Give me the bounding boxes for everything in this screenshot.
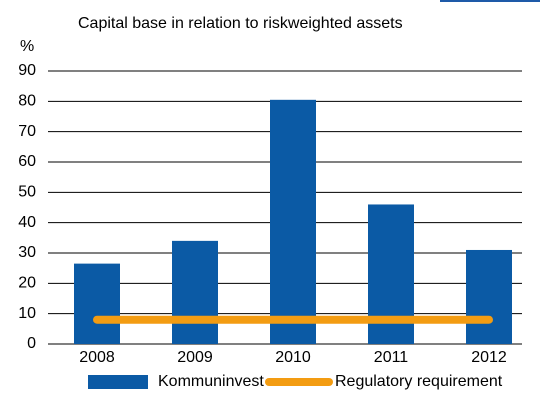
y-tick-label: 60 [18, 153, 36, 170]
y-tick-label: 40 [18, 214, 36, 231]
x-tick-label: 2011 [374, 349, 409, 366]
bar [466, 249, 512, 344]
legend-swatch [88, 375, 148, 389]
y-tick-label: 90 [18, 62, 36, 79]
y-tick-label: 80 [18, 93, 36, 110]
x-tick-label: 2012 [471, 349, 507, 366]
x-tick-label: 2008 [79, 349, 115, 366]
x-tick-label: 2009 [177, 349, 213, 366]
chart-title: Capital base in relation to riskweighted… [78, 15, 403, 32]
bar [74, 263, 120, 344]
y-tick-label: 0 [27, 335, 36, 352]
y-axis-label: % [20, 38, 34, 55]
y-tick-label: 70 [18, 123, 36, 140]
y-tick-label: 50 [18, 184, 36, 201]
header-accent [440, 0, 540, 2]
y-tick-label: 10 [18, 305, 36, 322]
y-tick-label: 20 [18, 275, 36, 292]
legend-label: Kommuninvest [158, 373, 264, 390]
bar [172, 240, 218, 344]
x-tick-label: 2010 [275, 349, 311, 366]
legend-label: Regulatory requirement [335, 373, 503, 390]
bar [270, 99, 316, 344]
y-tick-label: 30 [18, 244, 36, 261]
